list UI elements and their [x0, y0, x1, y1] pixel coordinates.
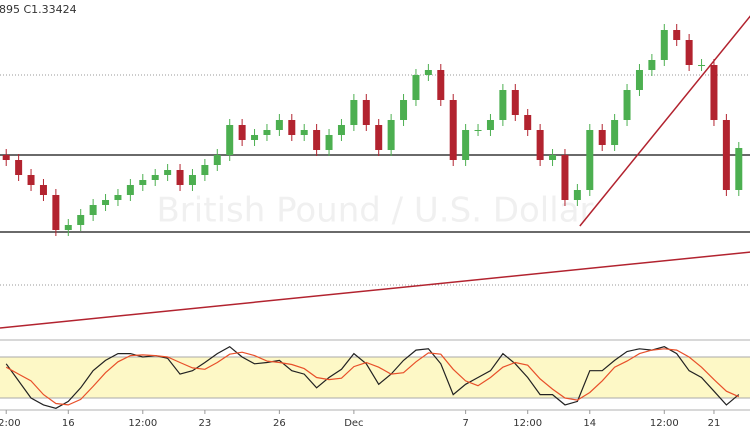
candle-body	[387, 120, 395, 150]
candle-body	[151, 175, 159, 180]
candle-body	[102, 200, 110, 205]
candle-body	[176, 170, 184, 185]
candle-body	[561, 155, 569, 200]
stochastic-line	[5, 345, 740, 409]
candle-body	[511, 90, 519, 115]
candle-body	[635, 70, 643, 90]
x-tick-label: 12:00	[0, 418, 21, 429]
candle-body	[536, 130, 544, 160]
candle-body	[52, 195, 60, 230]
x-tick-label: Dec	[344, 418, 363, 429]
candle-body	[499, 90, 507, 120]
candle-body	[238, 125, 246, 140]
candle-body	[27, 175, 35, 185]
candle-body	[288, 120, 296, 135]
x-tick-label: 7	[462, 418, 468, 429]
candle-body	[213, 155, 221, 165]
candle-body	[2, 155, 10, 160]
x-tick-label: 26	[273, 418, 286, 429]
candle-body	[586, 130, 594, 190]
candle-body	[251, 135, 259, 140]
candle-body	[698, 65, 706, 66]
candle-body	[462, 130, 470, 160]
candle-body	[313, 130, 321, 150]
watermark: British Pound / U.S. Dollar	[156, 191, 593, 231]
candle-body	[362, 100, 370, 125]
candle-body	[226, 125, 234, 155]
candle-body	[350, 100, 358, 125]
x-tick-label: 12:00	[513, 418, 542, 429]
candle-body	[325, 135, 333, 150]
candle-body	[375, 125, 383, 150]
candle-body	[64, 225, 72, 230]
candle-body	[573, 190, 581, 200]
candle-body	[735, 148, 743, 190]
x-tick-label: 21	[708, 418, 721, 429]
candle-body	[39, 185, 47, 195]
candle-body	[673, 30, 681, 40]
candle-body	[337, 125, 345, 135]
candle-body	[660, 30, 668, 60]
candle-body	[114, 195, 122, 200]
candle-body	[89, 205, 97, 215]
candle-body	[126, 185, 134, 195]
candle-body	[164, 170, 172, 175]
x-tick-label: 16	[62, 418, 75, 429]
candle-body	[486, 120, 494, 130]
candle-body	[437, 70, 445, 100]
trend-line	[579, 15, 750, 227]
x-tick-label: 12:00	[650, 418, 679, 429]
candle-body	[188, 175, 196, 185]
candle-body	[400, 100, 408, 120]
candle-body	[685, 40, 693, 65]
candle-body	[474, 130, 482, 131]
candle-body	[263, 130, 271, 135]
candle-body	[201, 165, 209, 175]
candle-body	[598, 130, 606, 145]
candle-body	[139, 180, 147, 185]
candle-body	[300, 130, 308, 135]
candle-body	[15, 160, 23, 175]
candle-body	[412, 75, 420, 100]
candle-body	[77, 215, 85, 225]
stochastic-line	[5, 348, 740, 406]
x-tick-label: 14	[583, 418, 596, 429]
candle-body	[524, 115, 532, 130]
x-tick-label: 12:00	[128, 418, 157, 429]
candle-body	[275, 120, 283, 130]
candle-body	[710, 65, 718, 120]
candle-body	[648, 60, 656, 70]
candle-body	[722, 120, 730, 190]
candle-body	[611, 120, 619, 145]
candle-body	[449, 100, 457, 160]
candle-body	[424, 70, 432, 75]
candle-body	[549, 155, 557, 160]
candle-body	[623, 90, 631, 120]
x-tick-label: 23	[199, 418, 212, 429]
trend-line	[0, 251, 750, 329]
header: 2895 C1.33424	[0, 3, 77, 16]
